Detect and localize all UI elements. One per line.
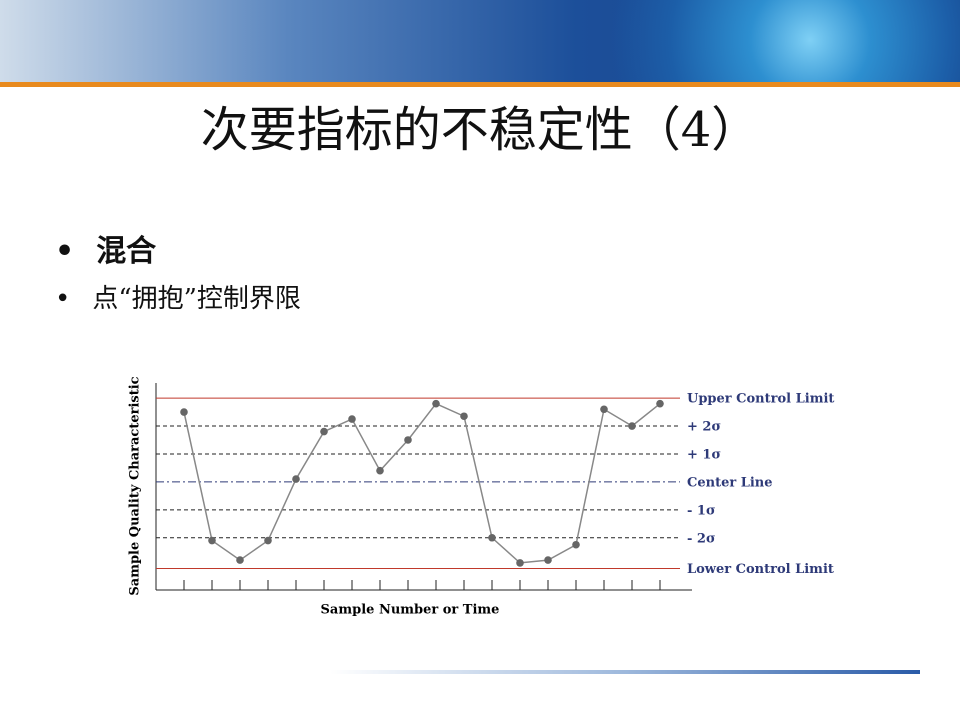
data-point	[572, 540, 580, 549]
footer-rule	[330, 670, 920, 674]
y-tick-label: - 1σ	[687, 503, 716, 518]
y-axis-label: Sample Quality Characteristic	[128, 376, 143, 595]
y-tick-label: Lower Control Limit	[687, 562, 834, 577]
x-axis-label: Sample Number or Time	[321, 603, 500, 618]
data-point	[404, 436, 412, 444]
data-point	[516, 559, 524, 567]
data-point	[460, 412, 468, 421]
y-tick-label: + 1σ	[687, 447, 721, 462]
data-line	[183, 402, 661, 564]
data-point	[180, 408, 188, 416]
data-point	[432, 399, 440, 408]
banner	[0, 0, 960, 82]
data-point	[236, 556, 244, 564]
data-point	[544, 556, 552, 564]
y-tick-label: Upper Control Limit	[687, 392, 834, 407]
y-tick-label: - 2σ	[687, 531, 716, 546]
data-point	[488, 533, 496, 542]
data-point	[348, 415, 356, 423]
data-point	[208, 536, 216, 545]
data-point	[600, 405, 608, 414]
bullet: 点“拥抱”控制界限	[55, 278, 301, 315]
data-point	[264, 536, 272, 545]
data-point	[292, 475, 300, 483]
data-point	[376, 466, 384, 475]
data-point	[656, 399, 664, 408]
slide-title: 次要指标的不稳定性（4）	[200, 102, 760, 158]
data-point	[628, 422, 636, 430]
bullet: 混合	[55, 226, 156, 270]
y-tick-label: + 2σ	[687, 420, 721, 435]
y-tick-label: Center Line	[687, 475, 773, 490]
banner-rule	[0, 82, 960, 87]
data-point	[320, 427, 328, 436]
